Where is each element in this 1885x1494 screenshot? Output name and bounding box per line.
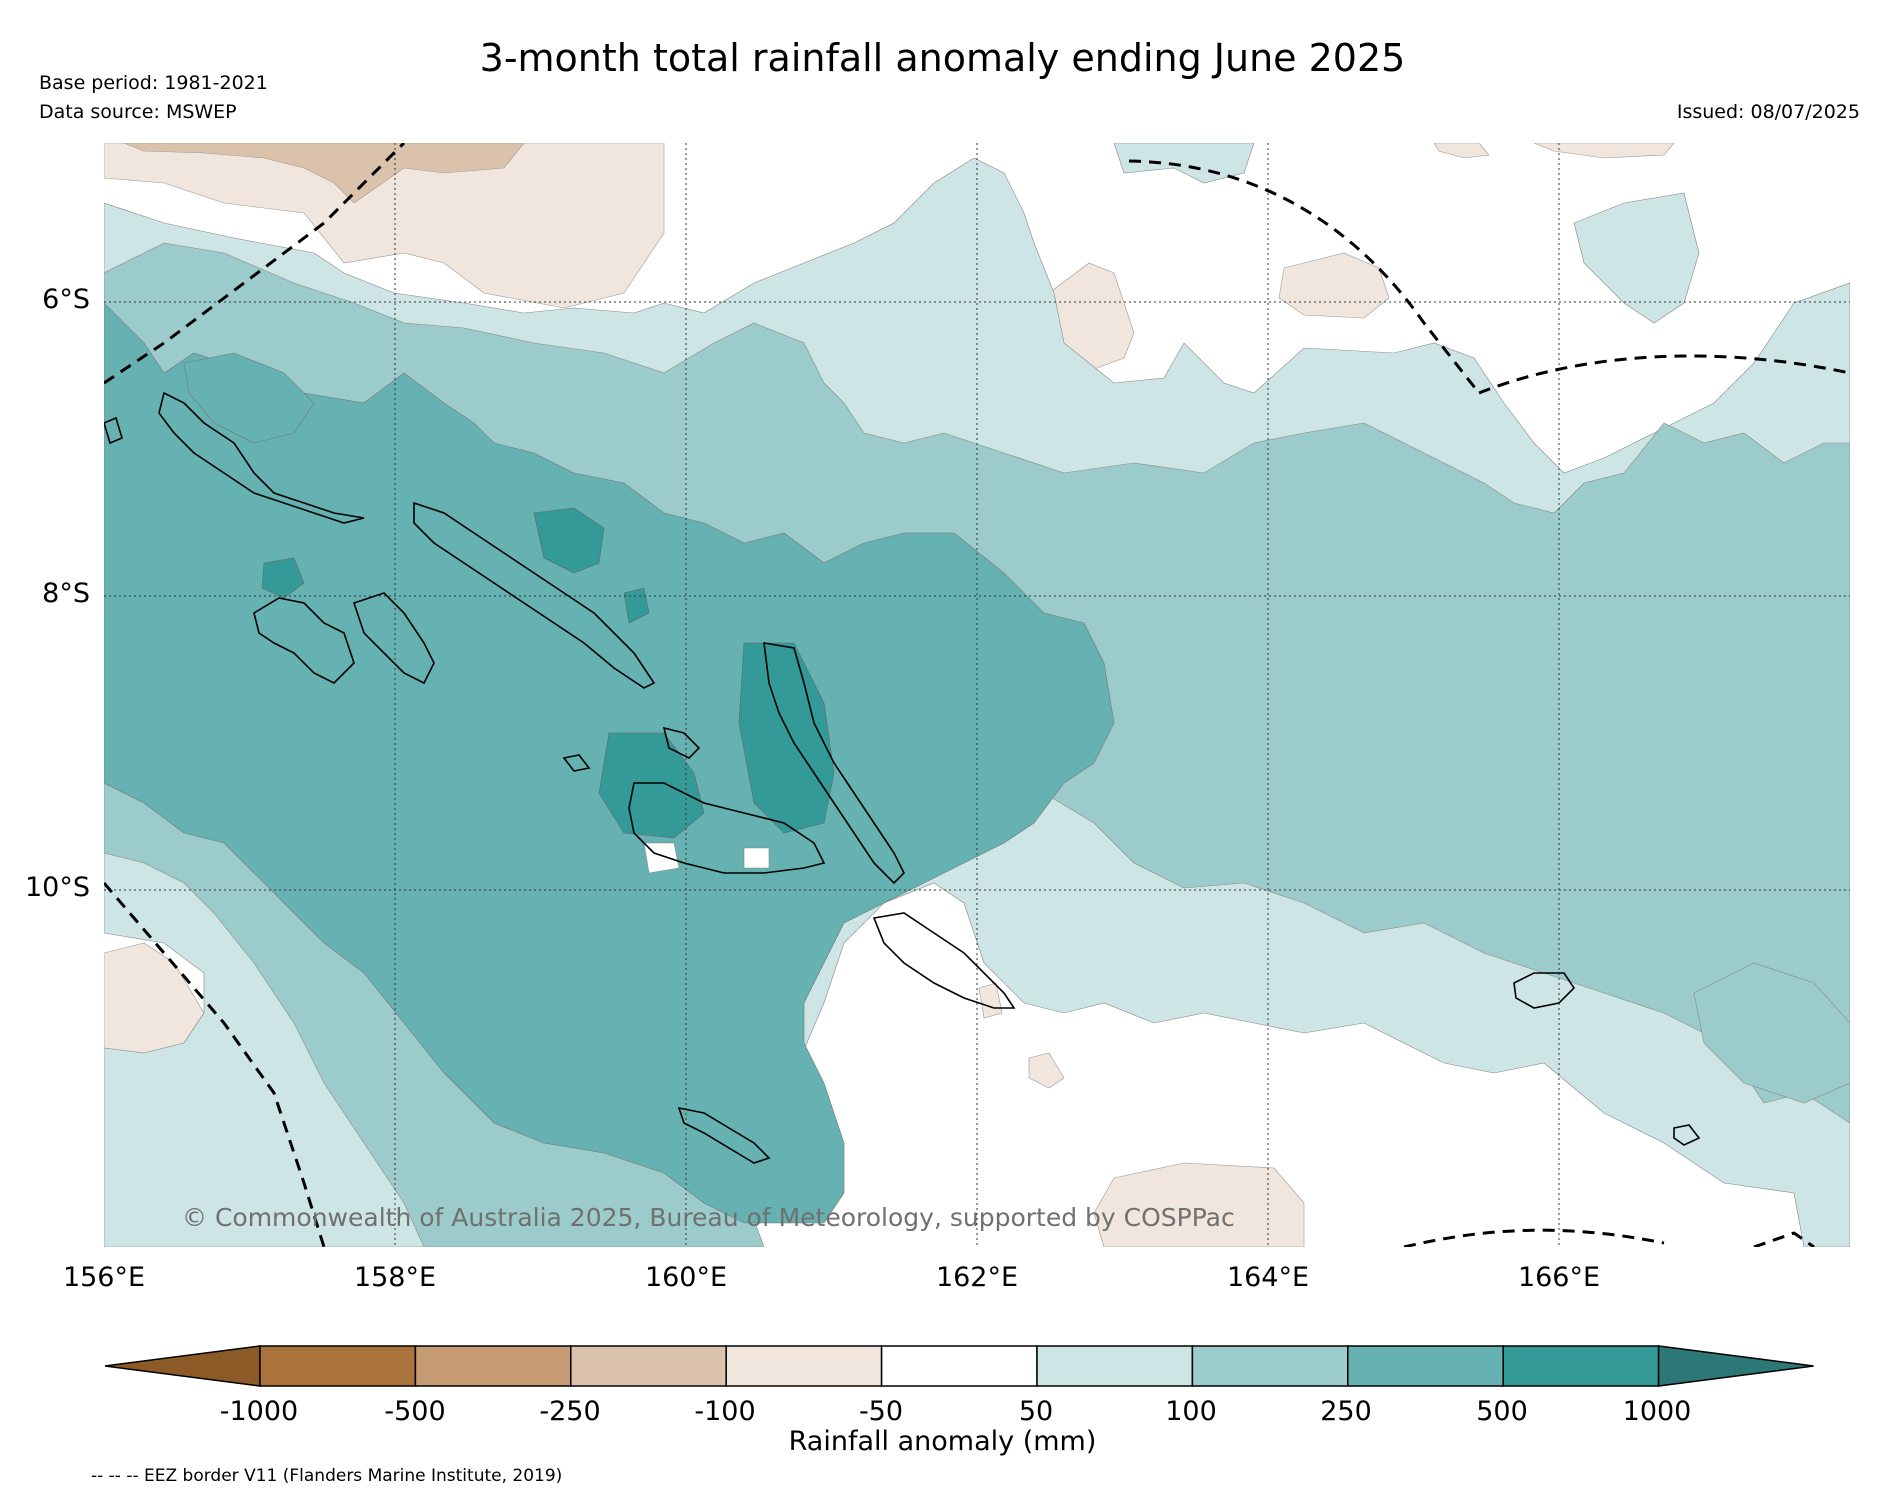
dry-area-south-small: [978, 982, 1065, 1089]
colorbar-segment: [259, 1345, 417, 1387]
dry-area-north: [104, 143, 665, 309]
colorbar-segment: [1191, 1345, 1349, 1387]
eez-border-lines: [104, 143, 1850, 1247]
wet-medium-east-cell: [1693, 962, 1850, 1104]
island-vanikoro: [1673, 1124, 1701, 1146]
colorbar-tick-100: 100: [1165, 1396, 1217, 1427]
colorbar-segment: [570, 1345, 727, 1387]
copyright-notice: © Commonwealth of Australia 2025, Bureau…: [182, 1203, 1235, 1232]
wet-very-strong-cell-3: [738, 642, 835, 834]
island-santa-cruz: [1513, 972, 1576, 1009]
island-new-georgia-2: [352, 592, 435, 685]
colorbar: [104, 1345, 1814, 1387]
lon-label-156e: 156°E: [62, 1262, 146, 1293]
lon-label-160e: 160°E: [644, 1262, 728, 1293]
lat-label-6s: 6°S: [42, 284, 90, 315]
island-guadalcanal: [628, 782, 826, 874]
colorbar-segment: [1347, 1345, 1504, 1387]
lon-label-158e: 158°E: [353, 1262, 437, 1293]
colorbar-segment: [1502, 1345, 1660, 1387]
wet-strong-nw-cell: [183, 352, 315, 444]
island-santa-isabel: [413, 501, 656, 689]
colorbar-segment: [880, 1345, 1038, 1387]
colorbar-tick-neg500: -500: [384, 1396, 446, 1427]
island-makira: [872, 912, 1016, 1009]
base-period-text: Base period: 1981-2021: [39, 72, 268, 94]
dry-area-south: [1093, 1162, 1305, 1247]
island-rennell: [677, 1106, 771, 1164]
colorbar-tick-1000: 1000: [1622, 1396, 1692, 1427]
lat-label-8s: 8°S: [42, 578, 90, 609]
colorbar-tick-neg100: -100: [694, 1396, 756, 1427]
colorbar-segment: [725, 1345, 883, 1387]
island-small-1: [104, 416, 123, 445]
colorbar-segment: [1036, 1345, 1194, 1387]
colorbar-segment: [414, 1345, 572, 1387]
wet-light-north-cell: [1573, 192, 1700, 324]
colorbar-tick-neg250: -250: [539, 1396, 601, 1427]
colorbar-extend-left: [104, 1345, 261, 1387]
wet-very-strong-cell-1: [533, 507, 605, 574]
map-canvas: [104, 143, 1850, 1247]
data-source-text: Data source: MSWEP: [39, 101, 237, 123]
rainfall-anomaly-map: [104, 143, 1850, 1247]
island-coastlines: [104, 391, 1701, 1164]
colorbar-label: Rainfall anomaly (mm): [788, 1426, 1097, 1457]
colorbar-tick-neg50: -50: [858, 1396, 904, 1427]
neutral-hole-1: [643, 842, 770, 874]
colorbar-tick-neg1000: -1000: [219, 1396, 299, 1427]
island-malaita: [763, 642, 905, 885]
island-small-2: [562, 754, 591, 772]
dry-area-ne: [1433, 143, 1675, 159]
lon-label-164e: 164°E: [1226, 1262, 1310, 1293]
lon-label-166e: 166°E: [1517, 1262, 1601, 1293]
colorbar-extend-right: [1657, 1345, 1814, 1387]
island-new-georgia-1: [253, 597, 355, 684]
issued-date-text: Issued: 08/07/2025: [1676, 101, 1860, 123]
wet-very-strong-cell-4: [261, 557, 650, 624]
dry-area-east: [1278, 252, 1390, 319]
lon-label-162e: 162°E: [935, 1262, 1019, 1293]
colorbar-segments: [104, 1345, 1814, 1387]
island-choiseul: [158, 391, 365, 524]
colorbar-tick-500: 500: [1476, 1396, 1528, 1427]
colorbar-tick-250: 250: [1320, 1396, 1372, 1427]
colorbar-tick-50: 50: [1018, 1396, 1054, 1427]
map-gridlines: [104, 143, 1850, 1247]
eez-border-note: -- -- -- EEZ border V11 (Flanders Marine…: [91, 1466, 563, 1486]
lat-label-10s: 10°S: [25, 872, 90, 903]
map-title: 3-month total rainfall anomaly ending Ju…: [479, 36, 1406, 80]
island-florida: [662, 726, 701, 759]
dry-area-north-dark: [123, 143, 525, 204]
wet-very-strong-cell-2: [598, 732, 705, 839]
